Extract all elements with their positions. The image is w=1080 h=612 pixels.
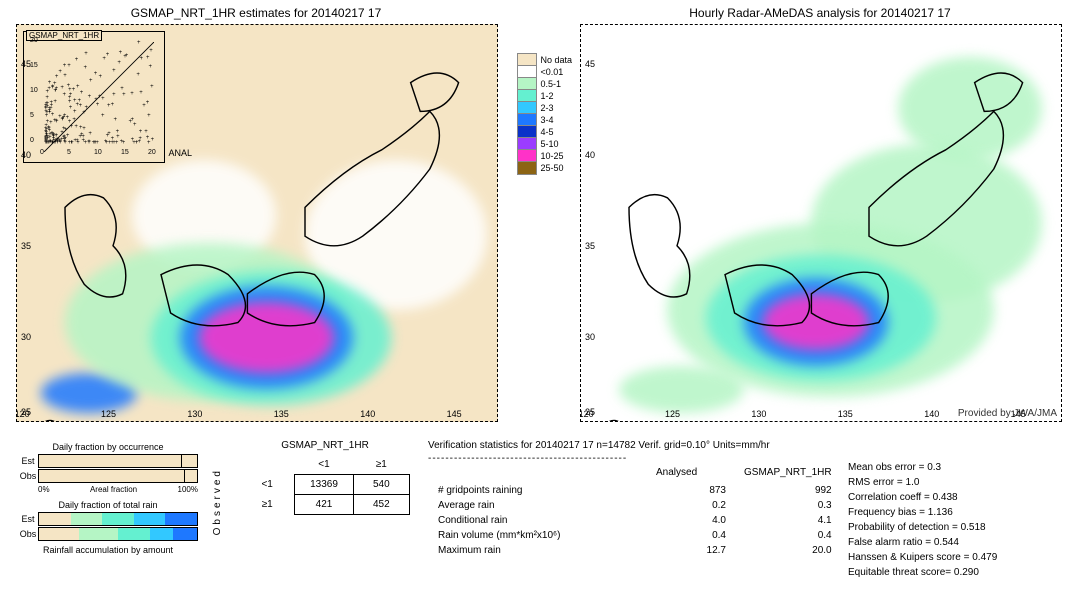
metric-line: Hanssen & Kuipers score = 0.479	[848, 550, 997, 565]
left-map-title: GSMAP_NRT_1HR estimates for 20140217 17	[16, 6, 496, 20]
tot-obs-bar	[38, 527, 198, 541]
legend-label: 1-2	[540, 91, 553, 101]
occ-title: Daily fraction by occurrence	[18, 442, 198, 452]
right-map-title: Hourly Radar-AMeDAS analysis for 2014021…	[580, 6, 1060, 20]
row-lt1: <1	[240, 475, 295, 495]
col-lt1: <1	[295, 455, 353, 475]
col-ge1: ≥1	[353, 455, 409, 475]
legend-label: 25-50	[540, 163, 563, 173]
metric-line: Probability of detection = 0.518	[848, 520, 997, 535]
stats-title: Verification statistics for 20140217 17 …	[428, 440, 1068, 451]
cell-01: 540	[353, 475, 409, 495]
legend-label: 0.5-1	[540, 79, 561, 89]
scale-mid: Areal fraction	[90, 485, 137, 494]
inset-x-label: ANAL	[168, 148, 192, 158]
scatter-inset: GSMAP_NRT_1HR ++++++++++++++++++++++++++…	[23, 31, 165, 163]
cell-10: 421	[295, 495, 353, 515]
metric-line: Mean obs error = 0.3	[848, 460, 997, 475]
metric-line: False alarm ratio = 0.544	[848, 535, 997, 550]
left-map-frame: GSMAP_NRT_1HR ++++++++++++++++++++++++++…	[16, 24, 498, 422]
tot-est-bar	[38, 512, 198, 526]
metric-line: Frequency bias = 1.136	[848, 505, 997, 520]
cont-title: GSMAP_NRT_1HR	[240, 440, 410, 451]
occ-est-bar	[38, 454, 198, 468]
legend-label: 5-10	[540, 139, 558, 149]
legend-label: No data	[540, 55, 572, 65]
legend-label: 3-4	[540, 115, 553, 125]
legend-label: 4-5	[540, 127, 553, 137]
right-map-panel: Hourly Radar-AMeDAS analysis for 2014021…	[580, 24, 1060, 420]
metric-line: Equitable threat score= 0.290	[848, 565, 997, 580]
cell-11: 452	[353, 495, 409, 515]
color-legend: No data <0.01 0.5-1 1-2 2-3 3-4 4-5 5-10 10-25 25…	[517, 54, 572, 174]
legend-label: 2-3	[540, 103, 553, 113]
contingency-table: GSMAP_NRT_1HR Observed <1≥1 <1 13369 540…	[240, 440, 410, 515]
metric-line: RMS error = 1.0	[848, 475, 997, 490]
legend-label: <0.01	[540, 67, 563, 77]
legend-label: 10-25	[540, 151, 563, 161]
cell-00: 13369	[295, 475, 353, 495]
scale-0: 0%	[38, 485, 50, 494]
metric-line: Correlation coeff = 0.438	[848, 490, 997, 505]
bottom-panel: Daily fraction by occurrence Est Obs 0% …	[0, 440, 1080, 612]
obs-label-2: Obs	[18, 529, 38, 539]
observed-label: Observed	[212, 468, 223, 535]
left-map-panel: GSMAP_NRT_1HR estimates for 20140217 17 …	[16, 24, 496, 420]
est-label: Est	[18, 456, 38, 466]
scale-100: 100%	[178, 485, 198, 494]
est-label-2: Est	[18, 514, 38, 524]
provided-by: Provided by JWA/JMA	[958, 408, 1057, 419]
tot-title: Daily fraction of total rain	[18, 500, 198, 510]
acc-title: Rainfall accumulation by amount	[18, 545, 198, 555]
fraction-bars: Daily fraction by occurrence Est Obs 0% …	[18, 440, 198, 557]
obs-label: Obs	[18, 471, 38, 481]
verification-stats: Verification statistics for 20140217 17 …	[428, 440, 1068, 559]
right-map-frame: Provided by JWA/JMA 4540353025 120125130…	[580, 24, 1062, 422]
occ-obs-bar	[38, 469, 198, 483]
coastline-right	[581, 25, 1061, 422]
row-ge1: ≥1	[240, 495, 295, 515]
